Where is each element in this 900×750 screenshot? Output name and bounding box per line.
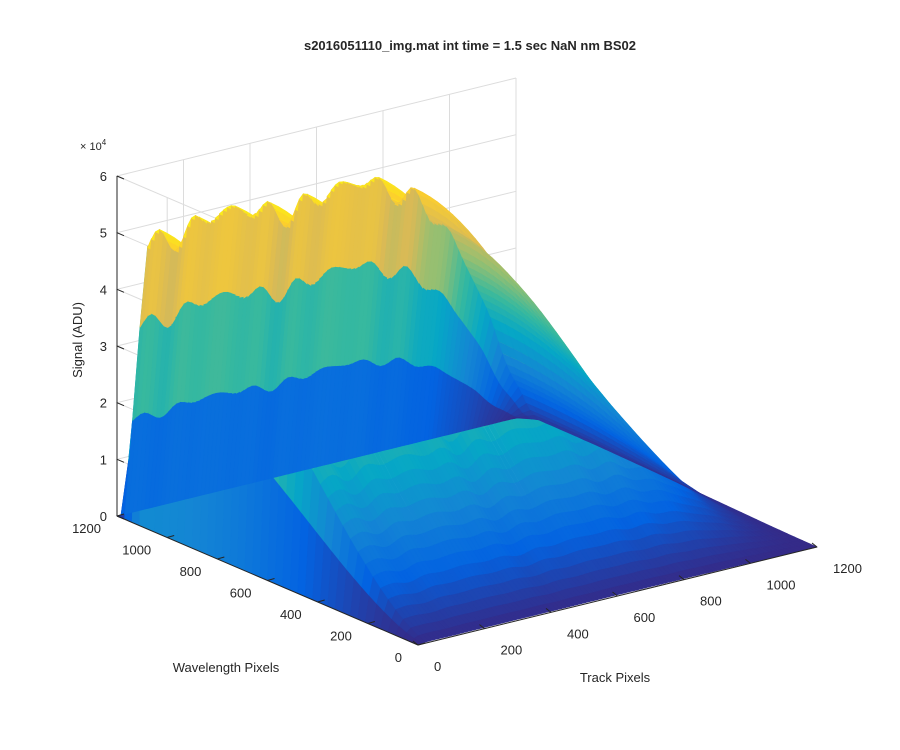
x-tick-label: 400	[567, 626, 589, 641]
x-tick-labels: 0 200 400 600 800 1000 1200	[434, 561, 862, 674]
y-tick	[116, 513, 125, 517]
y-tick-label: 600	[230, 586, 252, 601]
x-axis-label: Track Pixels	[580, 670, 651, 685]
x-tick-label: 1200	[833, 561, 862, 576]
z-tick	[116, 515, 125, 520]
y-tick	[317, 599, 325, 603]
y-axis-label: Wavelength Pixels	[173, 660, 280, 675]
y-tick-label: 400	[280, 607, 302, 622]
x-tick-label: 600	[634, 610, 656, 625]
y-tick-label: 800	[180, 564, 202, 579]
x-tick	[545, 607, 552, 613]
z-tick	[116, 458, 125, 463]
y-tick	[167, 535, 175, 538]
y-tick-label: 1200	[72, 521, 101, 536]
y-tick	[367, 621, 375, 624]
y-tick	[217, 556, 225, 560]
z-tick	[116, 175, 125, 180]
chart-title: s2016051110_img.mat int time = 1.5 sec N…	[304, 38, 636, 53]
y-tick	[417, 642, 426, 646]
z-tick-label: 2	[100, 396, 107, 411]
z-tick	[116, 345, 125, 350]
signal-surface	[116, 176, 818, 646]
y-tick-label: 200	[330, 629, 352, 644]
x-tick	[479, 624, 485, 630]
z-tick	[116, 402, 125, 407]
z-tick-label: 1	[100, 452, 107, 467]
z-tick-label: 5	[100, 226, 107, 241]
x-tick-label: 0	[434, 659, 441, 674]
x-tick-label: 1000	[767, 577, 796, 592]
x-tick	[678, 575, 685, 581]
z-tick-label: 4	[100, 282, 107, 297]
z-tick-labels: 0 1 2 3 4 5 6	[100, 169, 107, 524]
z-tick	[116, 232, 125, 237]
z-tick	[116, 288, 125, 293]
z-tick-label: 0	[100, 509, 107, 524]
tick-marks	[116, 175, 818, 646]
z-exponent-label: × 104	[80, 138, 107, 153]
y-tick	[267, 578, 275, 581]
z-axis-label: Signal (ADU)	[70, 302, 85, 378]
x-tick	[612, 591, 618, 597]
x-tick-label: 200	[501, 643, 523, 658]
z-tick-label: 6	[100, 169, 107, 184]
x-tick-label: 800	[700, 594, 722, 609]
z-tick-label: 3	[100, 339, 107, 354]
x-tick	[811, 542, 818, 548]
x-tick	[745, 558, 751, 564]
y-tick-label: 1000	[122, 543, 151, 558]
y-tick-labels: 0 200 400 600 800 1000 1200	[72, 521, 402, 665]
y-tick-label: 0	[395, 650, 402, 665]
x-tick	[412, 640, 419, 646]
